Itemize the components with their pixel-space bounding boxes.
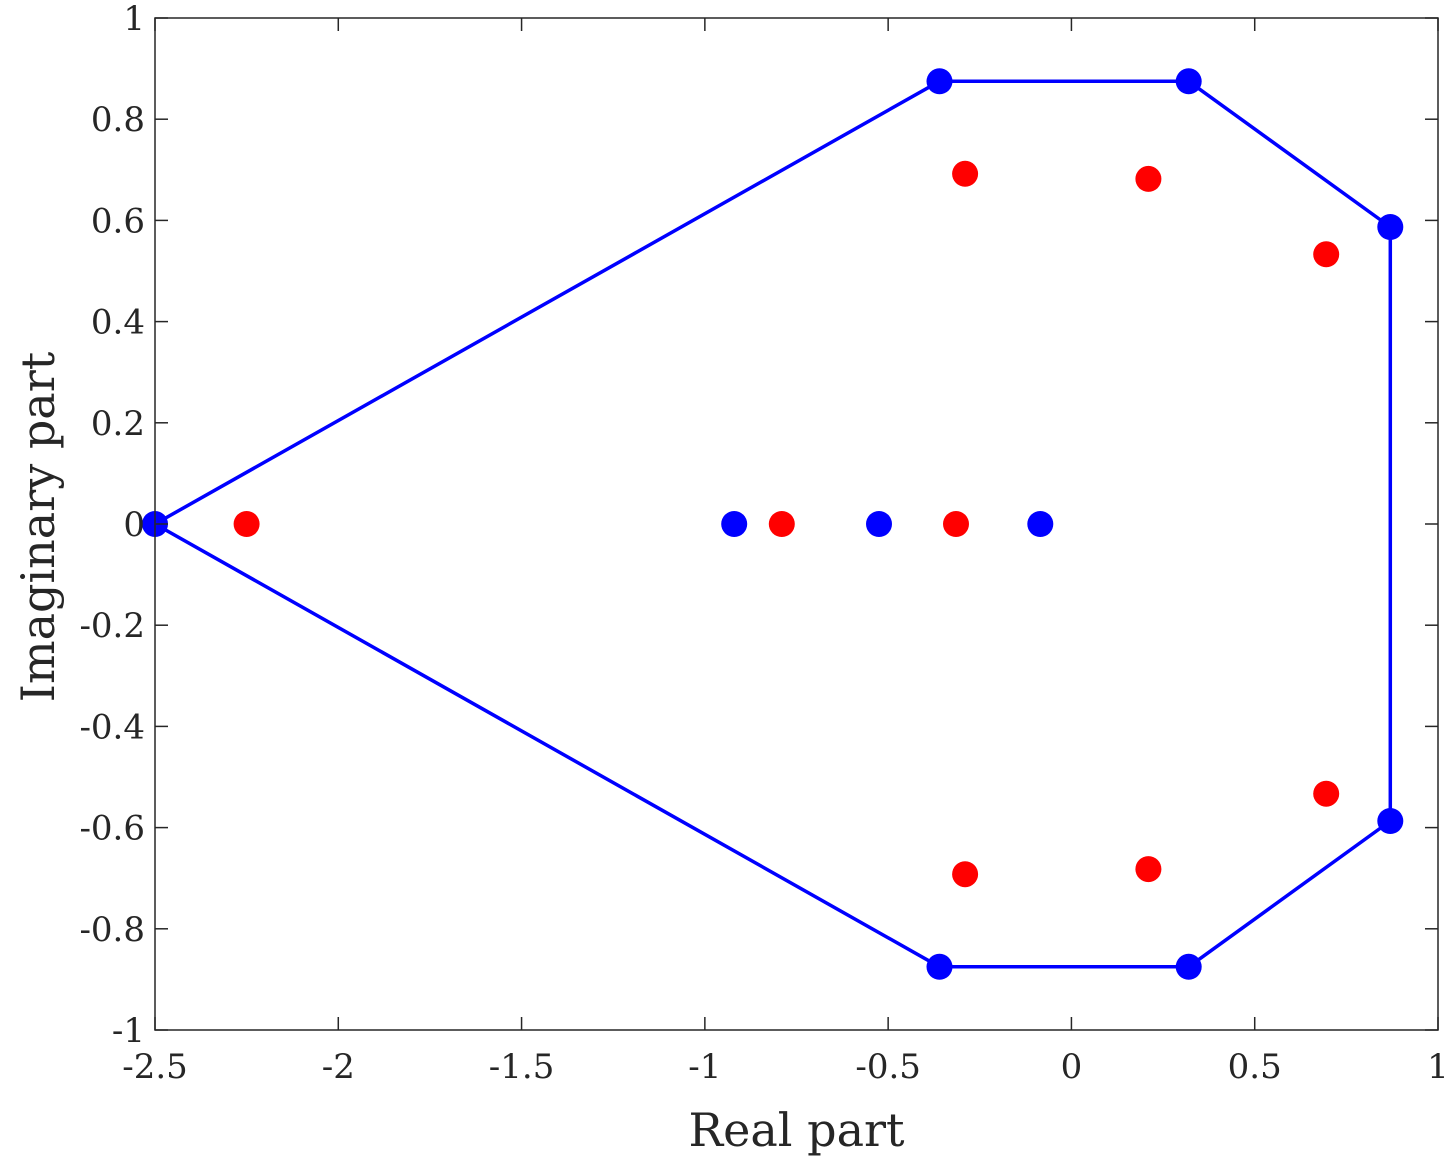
y-tick-label: 0.6 [91,201,145,241]
x-tick-label: 0 [1061,1047,1083,1087]
y-tick-label: 0.8 [91,100,145,140]
red-point [1135,165,1162,192]
blue-point [721,511,748,537]
marker-layer [142,68,1404,980]
x-tick-label: -2.5 [122,1047,188,1087]
red-point [952,861,979,888]
y-axis-title: Imaginary part [11,351,65,702]
y-tick-label: 0 [123,505,145,545]
red-point [768,511,795,537]
blue-point [926,953,953,980]
red-point [1313,780,1340,807]
plot-area [155,18,1438,1030]
blue-point [1377,808,1404,834]
red-point [233,511,260,537]
x-axis-title: Real part [689,1103,905,1157]
red-point [943,511,969,537]
outline-polygon [153,79,1393,969]
blue-point [926,68,953,95]
y-tick-label: -0.4 [79,707,145,747]
y-tick-label: -0.2 [79,606,145,646]
blue-point [1175,953,1202,980]
x-tick-label: -1 [688,1047,721,1087]
y-tick-label: -0.6 [79,809,145,849]
blue-point [1175,68,1202,95]
red-point [1313,241,1340,268]
x-tick-label: -1.5 [489,1047,555,1087]
x-tick-label: -0.5 [855,1047,921,1087]
y-tick-label: 0.2 [91,404,145,444]
x-tick-label: 1 [1427,1047,1449,1087]
outline-layer [153,79,1393,969]
red-point [952,160,979,187]
x-tick-label: -2 [322,1047,355,1087]
red-point [1135,856,1162,883]
blue-point [1377,214,1404,240]
y-tick-label: -0.8 [79,910,145,950]
y-tick-label: 0.4 [91,303,145,343]
y-tick-label: -1 [112,1011,145,1051]
x-tick-label: 0.5 [1228,1047,1282,1087]
blue-point [866,511,892,537]
tick-layer: -2.5 -2 -1.5 -1 -0.5 0 0.5 1 -1 -0.8 -0.6 -0.4 -0.2 0… [79,0,1448,1087]
y-tick-label: 1 [123,0,145,39]
blue-point [1027,511,1054,537]
